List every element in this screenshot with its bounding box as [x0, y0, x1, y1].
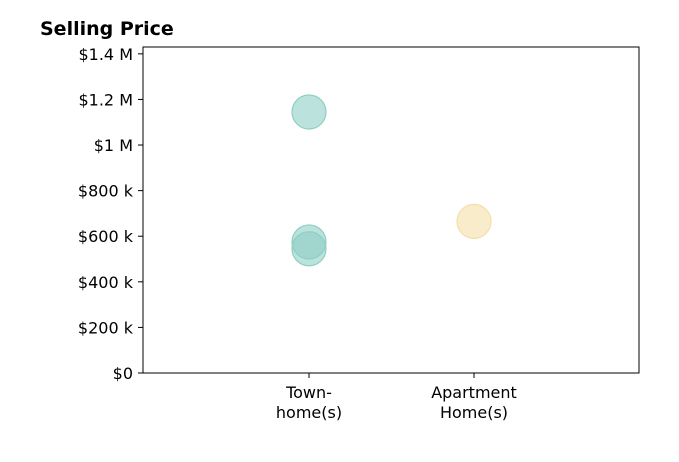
- x-tick-label: Home(s): [440, 403, 508, 422]
- data-point: [291, 231, 327, 267]
- x-tick-label: Town-: [285, 383, 332, 402]
- x-tick-label: home(s): [276, 403, 342, 422]
- chart-title: Selling Price: [40, 18, 174, 40]
- x-tick-label: Apartment: [431, 383, 517, 402]
- data-point: [291, 94, 327, 130]
- y-tick-label: $800 k: [78, 182, 134, 201]
- y-tick-label: $0: [113, 364, 133, 383]
- y-tick-label: $1.2 M: [78, 90, 133, 109]
- y-axis: $0 $200 k $400 k $600 k $800 k $1 M $1.2 M $1.4…: [78, 45, 143, 383]
- y-tick-label: $600 k: [78, 227, 134, 246]
- y-tick-label: $200 k: [78, 318, 134, 337]
- plot-frame: [142, 46, 640, 374]
- y-tick-label: $1 M: [94, 136, 133, 155]
- y-tick-label: $1.4 M: [78, 45, 133, 64]
- data-point: [456, 203, 492, 239]
- data-points: [291, 94, 492, 267]
- y-tick-label: $400 k: [78, 273, 134, 292]
